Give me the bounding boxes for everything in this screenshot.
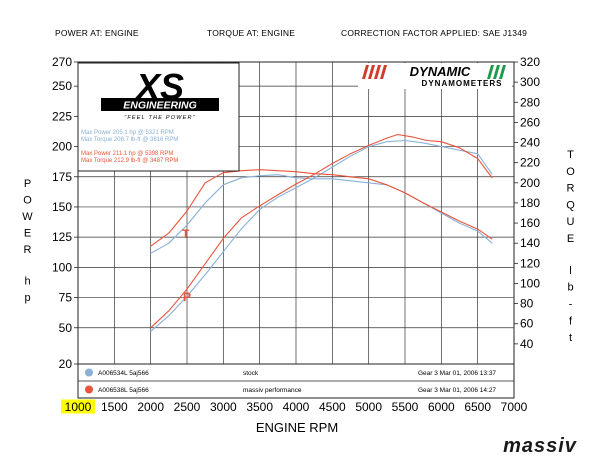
x-tick-label: 1500 [101, 400, 128, 414]
y-tick-label-left: 100 [52, 260, 72, 274]
x-tick-label: 3000 [210, 400, 237, 414]
y-tick-label-left: 75 [59, 291, 73, 305]
y-tick-label-right: 180 [520, 196, 540, 210]
legend-stock-desc: stock [243, 370, 259, 377]
y-axis-right: 40 60 80 100 120 140 160 180 200 220 240 260 280 300 3… [514, 55, 540, 351]
legend-stock-swatch [85, 368, 93, 377]
y-tick-label-right: 200 [520, 176, 540, 190]
y-tick-label-right: 300 [520, 75, 540, 89]
xs-engineering-logo: XS ENGINEERING "FEEL THE POWER" [77, 62, 240, 172]
massiv-watermark: massiv [503, 435, 578, 457]
x-tick-label: 1000 [65, 400, 92, 414]
stock-power-line [150, 139, 493, 332]
logo-dynamometers-text: DYNAMOMETERS [422, 79, 503, 88]
y-tick-label-right: 280 [520, 95, 540, 109]
logo-engineering-text: ENGINEERING [123, 100, 197, 112]
power-curve-label: P [183, 290, 191, 304]
x-tick-label: 6000 [428, 400, 455, 414]
y-tick-label-left: 175 [52, 170, 72, 184]
y-tick-label-right: 260 [520, 115, 540, 129]
header-correction: CORRECTION FACTOR APPLIED: SAE J1349 [341, 28, 527, 38]
x-tick-label: 7000 [501, 400, 528, 414]
x-tick-label: 4500 [319, 400, 346, 414]
y-tick-label-left: 50 [59, 321, 73, 335]
x-tick-label: 6500 [464, 400, 491, 414]
curves [150, 133, 493, 332]
y-tick-label-left: 150 [52, 200, 72, 214]
y-tick-label-right: 240 [520, 136, 540, 150]
massiv-torque-line [150, 169, 493, 247]
logo-tagline: "FEEL THE POWER" [124, 115, 196, 121]
y-tick-label-right: 140 [520, 236, 540, 250]
y-tick-label-right: 220 [520, 156, 540, 170]
legend-stock-id: A006534L 5aj566 [98, 370, 149, 377]
logo-dynamic-text: DYNAMIC [410, 64, 471, 79]
x-tick-label: 2500 [174, 400, 201, 414]
x-axis: 1000 1500 2000 2500 3000 3500 4000 4500 5000 5500… [61, 399, 528, 414]
legend-massiv-desc: massiv performance [243, 387, 302, 394]
header-torque-at: TORQUE AT: ENGINE [207, 28, 295, 38]
x-tick-label: 4000 [283, 400, 310, 414]
y-tick-label-left: 225 [52, 109, 72, 123]
y-axis-left: 20 50 75 100 125 150 175 200 225 250 270 [52, 55, 78, 371]
stock-max-power-note: Max Power 205.1 hp @ 5321 RPM [81, 130, 174, 136]
y-tick-label-right: 80 [520, 297, 534, 311]
massiv-max-power-note: Max Power 211.1 hp @ 5398 RPM [81, 151, 173, 157]
legend-massiv-date: Gear 3 Mar 01, 2006 14:27 [418, 387, 496, 394]
stock-torque-line [150, 174, 493, 254]
massiv-power-line [150, 133, 493, 329]
x-tick-label: 5500 [392, 400, 419, 414]
x-start-highlight [61, 399, 95, 414]
y-tick-label-left: 20 [59, 357, 73, 371]
legend-stock-date: Gear 3 Mar 01, 2006 13:37 [418, 370, 496, 377]
x-tick-label: 3500 [246, 400, 273, 414]
y-tick-label-left: 270 [52, 55, 72, 69]
header-power-at: POWER AT: ENGINE [55, 28, 139, 38]
legend: A006534L 5aj566 stock Gear 3 Mar 01, 200… [77, 363, 515, 399]
dynamic-dynamometers-logo: DYNAMIC DYNAMOMETERS [358, 63, 512, 89]
y-tick-label-left: 250 [52, 79, 72, 93]
y-tick-label-right: 120 [520, 256, 540, 270]
x-tick-label: 2000 [137, 400, 164, 414]
legend-massiv-id: A006538L 5aj566 [98, 387, 149, 394]
y-tick-label-left: 200 [52, 140, 72, 154]
y-tick-label-right: 40 [520, 337, 534, 351]
x-axis-title: ENGINE RPM [256, 420, 338, 435]
y-tick-label-right: 100 [520, 276, 540, 290]
y-tick-label-right: 60 [520, 317, 534, 331]
y-tick-label-right: 320 [520, 55, 540, 69]
legend-massiv-swatch [85, 385, 93, 394]
torque-curve-label: T [182, 227, 190, 241]
y-tick-label-right: 160 [520, 216, 540, 230]
massiv-max-torque-note: Max Torque 212.9 lb-ft @ 3487 RPM [81, 158, 178, 164]
x-tick-label: 5000 [355, 400, 382, 414]
y-tick-label-left: 125 [52, 230, 72, 244]
stock-max-torque-note: Max Torque 208.7 lb-ft @ 3816 RPM [81, 137, 178, 143]
